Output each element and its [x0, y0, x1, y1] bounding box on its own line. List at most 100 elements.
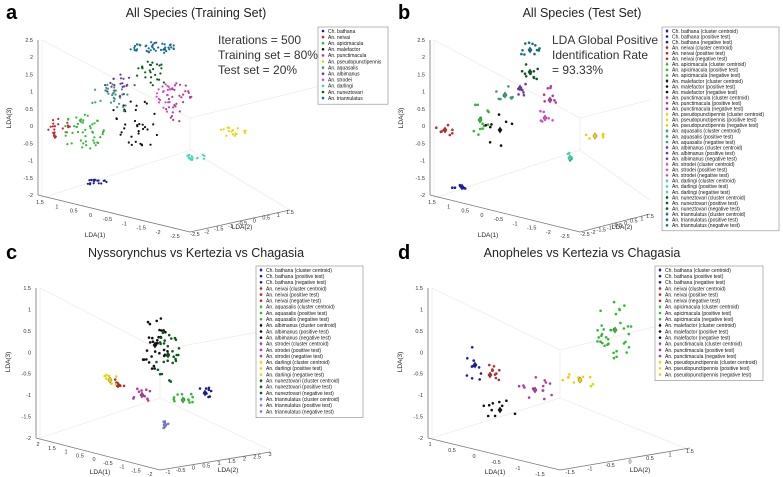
data-point: [171, 95, 174, 98]
data-point: [119, 73, 122, 76]
data-point: [104, 84, 107, 87]
legend-label: An. albimanus (positive test): [266, 329, 329, 335]
data-point: [478, 127, 482, 131]
legend-label: An. darlingi (positive test): [672, 184, 728, 190]
data-point: [113, 84, 116, 87]
data-point: [112, 109, 115, 112]
data-point: [127, 141, 130, 144]
data-point: [600, 332, 604, 336]
data-point: [116, 106, 119, 109]
data-point: [51, 125, 55, 128]
data-point: [153, 112, 156, 115]
legend-marker: [665, 135, 669, 138]
data-point: [542, 110, 545, 114]
data-point: [159, 72, 162, 75]
data-point: [601, 341, 604, 345]
data-point: [534, 44, 537, 47]
data-point: [133, 46, 136, 50]
data-point: [155, 133, 158, 137]
data-point: [487, 403, 491, 407]
tick-label: -1: [120, 465, 125, 471]
annotation-iterations: Iterations = 500: [218, 33, 301, 47]
data-point: [163, 47, 166, 51]
legend-marker: [321, 96, 325, 100]
tick-label: 1.5: [23, 286, 31, 292]
tick-label: -1: [420, 159, 425, 165]
data-point: [174, 338, 178, 342]
tick-label: -1: [588, 467, 593, 473]
data-point: [145, 358, 148, 361]
data-point: [102, 129, 105, 132]
data-point: [52, 119, 55, 122]
data-point: [78, 119, 81, 122]
legend-label: An. triannulatus (negative test): [672, 223, 740, 229]
data-point: [67, 126, 70, 129]
data-point: [53, 125, 57, 128]
data-point: [125, 84, 128, 88]
data-point: [52, 132, 55, 135]
data-point: [161, 42, 164, 45]
data-point: [149, 81, 152, 84]
tick-label: -1.5: [416, 176, 425, 182]
legend: Ch. bathana (cluster centroid)Ch. bathan…: [661, 26, 780, 232]
data-point: [100, 182, 103, 185]
data-point: [175, 353, 178, 357]
data-point: [103, 374, 106, 378]
legend-marker: [259, 367, 263, 370]
legend-marker: [259, 330, 263, 333]
data-point: [627, 346, 631, 349]
legend-marker: [321, 66, 325, 69]
data-point: [162, 342, 166, 345]
tick-label: -1.5: [535, 472, 544, 477]
data-point: [113, 97, 116, 100]
data-point: [440, 130, 444, 133]
data-point: [550, 393, 553, 397]
data-point: [222, 128, 225, 131]
data-point: [609, 328, 612, 332]
legend-marker: [665, 195, 669, 200]
cluster-centroid: [497, 126, 503, 134]
data-point: [149, 63, 152, 67]
data-point: [138, 122, 141, 126]
legend-label: An. pseudopunctipennis (positive test): [665, 366, 750, 372]
legend-marker: [665, 207, 669, 210]
tick-label: 2: [36, 442, 39, 448]
data-point: [161, 331, 165, 335]
data-point: [495, 90, 498, 93]
tick-label: 1: [447, 204, 450, 210]
tick-label: -2: [204, 229, 209, 235]
data-point: [139, 142, 142, 145]
data-point: [143, 126, 147, 129]
tick-label: 0.5: [461, 209, 469, 215]
legend-label: An. triannulatus (positive test): [266, 403, 332, 409]
data-point: [119, 82, 122, 85]
data-point: [106, 83, 109, 86]
data-point: [561, 378, 564, 382]
data-point: [136, 387, 139, 391]
legend-marker: [259, 268, 263, 272]
data-point: [64, 125, 67, 128]
legend-marker: [665, 151, 669, 155]
data-point: [166, 84, 169, 88]
data-point: [231, 129, 235, 132]
data-point: [207, 388, 211, 392]
data-point: [225, 134, 228, 137]
data-point: [172, 355, 175, 359]
data-point: [148, 389, 152, 393]
legend-label: An. apicimacula: [328, 41, 364, 47]
tick-label: -0.5: [494, 217, 503, 223]
data-point: [123, 127, 126, 130]
data-point: [109, 382, 113, 385]
legend-label: An. pseudopunctipennis (cluster centroid…: [672, 112, 764, 118]
cluster-centroid: [442, 126, 448, 134]
data-point: [94, 178, 97, 181]
data-point: [88, 179, 91, 182]
legend-marker: [658, 281, 662, 284]
legend-label: An. aquasalis (negative test): [672, 140, 735, 146]
data-point: [129, 100, 132, 103]
data-point: [153, 42, 156, 45]
data-point: [448, 133, 452, 137]
legend-marker: [658, 274, 662, 278]
legend-label: An. albimanus (negative test): [672, 156, 737, 162]
